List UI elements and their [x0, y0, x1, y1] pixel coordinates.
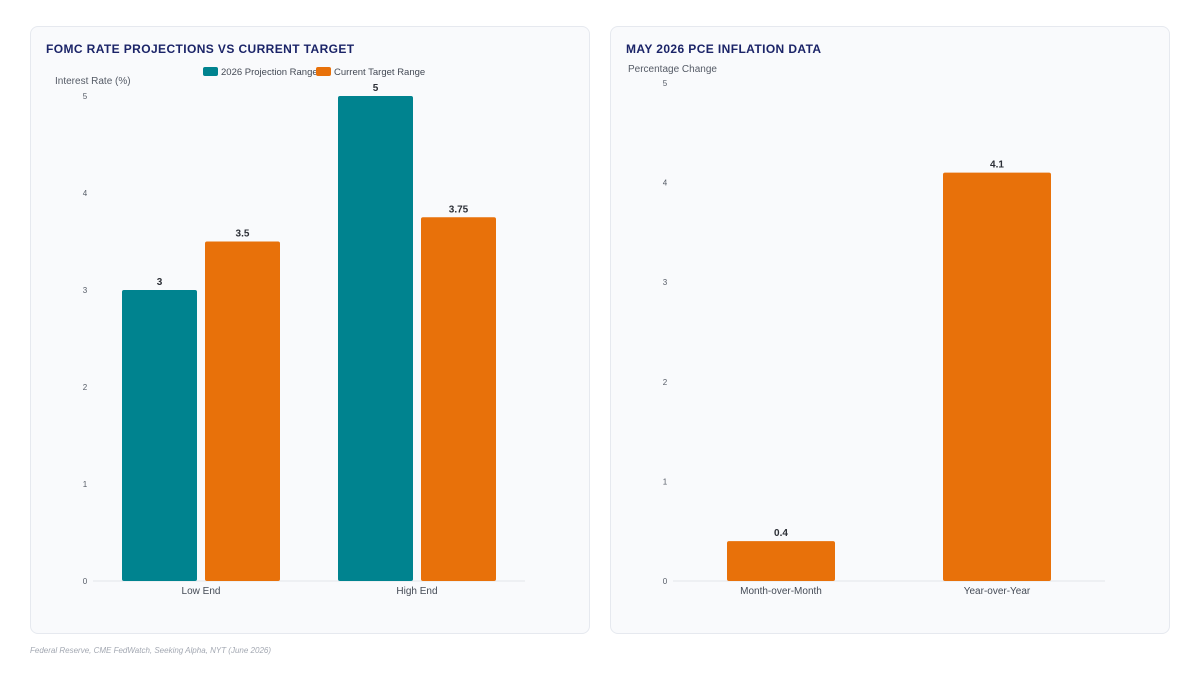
fomc-y-tick-label: 0	[83, 577, 88, 586]
pce-y-tick-label: 4	[663, 179, 668, 188]
fomc-chart-title: FOMC RATE PROJECTIONS VS CURRENT TARGET	[46, 42, 355, 56]
pce-y-axis-label: Percentage Change	[628, 64, 717, 75]
pce-chart-panel: MAY 2026 PCE INFLATION DATA Percentage C…	[610, 26, 1170, 634]
fomc-bar	[338, 96, 413, 581]
fomc-bar	[122, 290, 197, 581]
fomc-y-axis-label: Interest Rate (%)	[55, 76, 131, 87]
pce-y-tick-label: 3	[663, 278, 668, 287]
fomc-y-tick-label: 4	[83, 189, 88, 198]
fomc-chart-panel: FOMC RATE PROJECTIONS VS CURRENT TARGET …	[30, 26, 590, 634]
fomc-legend-label: 2026 Projection Range	[221, 67, 318, 78]
source-note: Federal Reserve, CME FedWatch, Seeking A…	[30, 646, 271, 655]
fomc-y-tick-label: 5	[83, 92, 88, 101]
pce-y-tick-label: 0	[663, 577, 668, 586]
fomc-data-label: 3	[157, 277, 163, 288]
pce-data-label: 4.1	[990, 160, 1004, 171]
fomc-legend-swatch	[316, 67, 331, 76]
fomc-y-tick-label: 1	[83, 480, 88, 489]
fomc-data-label: 5	[373, 83, 379, 94]
fomc-legend-label: Current Target Range	[334, 67, 425, 78]
fomc-data-label: 3.5	[236, 229, 250, 240]
fomc-bar	[421, 217, 496, 581]
pce-chart: Percentage Change 0 1 2 3 4 5 0.4 Month-over-Mon…	[628, 64, 1105, 597]
pce-category-label: Month-over-Month	[740, 586, 822, 597]
pce-y-tick-label: 5	[663, 79, 668, 88]
fomc-data-label: 3.75	[449, 204, 469, 215]
pce-y-tick-label: 1	[663, 477, 668, 486]
fomc-y-tick-label: 2	[83, 383, 88, 392]
fomc-legend-swatch	[203, 67, 218, 76]
fomc-chart: Interest Rate (%) 0 1 2 3 4 5 3 3.5 Low End 5 3.75 H…	[55, 67, 525, 597]
pce-chart-title: MAY 2026 PCE INFLATION DATA	[626, 42, 822, 56]
fomc-category-label: Low End	[182, 586, 221, 597]
fomc-y-tick-label: 3	[83, 286, 88, 295]
fomc-bar	[205, 241, 280, 581]
pce-bar	[943, 172, 1051, 581]
pce-y-tick-label: 2	[663, 378, 668, 387]
pce-category-label: Year-over-Year	[964, 586, 1031, 597]
fomc-category-label: High End	[396, 586, 437, 597]
pce-bar	[727, 541, 835, 581]
pce-data-label: 0.4	[774, 528, 788, 539]
